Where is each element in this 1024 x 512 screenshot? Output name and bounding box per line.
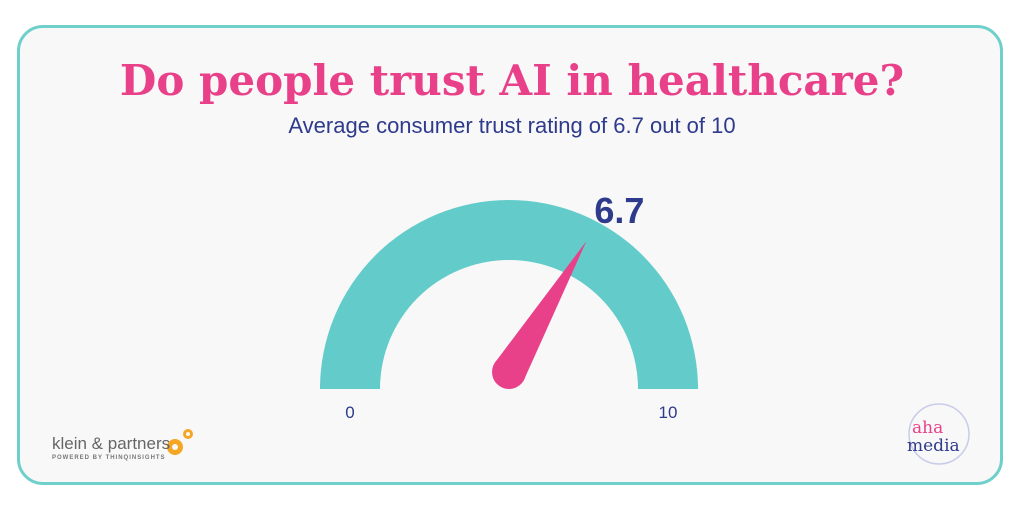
chart-title: Do people trust AI in healthcare? [119,56,905,105]
aha-media-logo-line2: media [907,436,960,456]
gauge-min-label: 0 [345,403,354,422]
gears-icon [167,429,193,455]
gauge-needle [494,241,587,381]
gauge-max-label: 10 [659,403,678,422]
aha-media-ring [908,403,970,465]
chart-subtitle: Average consumer trust rating of 6.7 out… [288,113,736,138]
gauge-arc [320,200,698,389]
aha-media-logo-line1: aha [912,418,944,438]
gauge-value-label: 6.7 [594,190,644,231]
klein-partners-logo: klein & partners [52,434,171,453]
klein-partners-tagline: POWERED BY THINQINSIGHTS [52,455,166,461]
gauge-needle-hub [492,355,526,389]
